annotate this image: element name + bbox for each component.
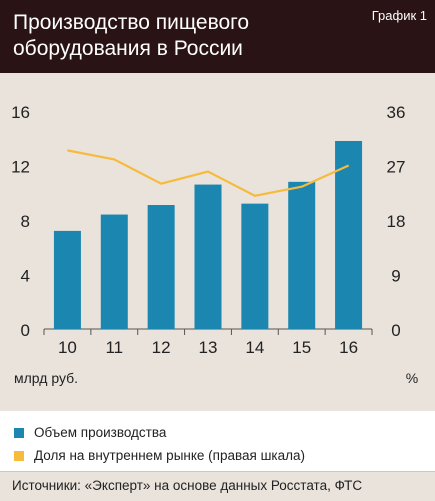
chart-title: Производство пищевого оборудования в Рос… <box>13 11 250 60</box>
x-tick-label: 14 <box>245 338 264 357</box>
right-axis-unit: % <box>406 370 418 386</box>
bar-15 <box>288 181 316 329</box>
figure-badge: График 1 <box>371 8 427 23</box>
legend: Объем производства Доля на внутреннем ры… <box>0 411 435 471</box>
right-tick-label: 36 <box>387 103 406 122</box>
left-tick-label: 12 <box>11 158 30 177</box>
legend-label: Объем производства <box>34 425 167 440</box>
left-tick-label: 4 <box>21 267 30 286</box>
bar-12 <box>147 205 175 329</box>
x-tick-label: 15 <box>292 338 311 357</box>
left-axis-unit: млрд руб. <box>14 370 78 386</box>
legend-swatch-bar <box>14 427 24 438</box>
bar-14 <box>241 203 269 329</box>
x-tick-label: 16 <box>339 338 358 357</box>
x-tick-label: 12 <box>152 338 171 357</box>
right-tick-label: 27 <box>387 158 406 177</box>
left-tick-label: 8 <box>21 212 30 231</box>
legend-swatch-line <box>14 450 24 461</box>
x-tick-label: 10 <box>58 338 77 357</box>
bar-10 <box>53 230 81 329</box>
legend-label: Доля на внутреннем рынке (правая шкала) <box>34 448 306 463</box>
series-line-share <box>67 149 350 197</box>
chart-canvas: млрд руб. % 0 4 8 12 16 0 9 18 27 36 10 11 12 13 14 15 1… <box>11 103 418 386</box>
right-tick-label: 18 <box>387 212 406 231</box>
bar-11 <box>100 214 128 329</box>
right-tick-label: 0 <box>391 321 400 340</box>
legend-item-share: Доля на внутреннем рынке (правая шкала) <box>14 448 305 463</box>
left-tick-label: 0 <box>21 321 30 340</box>
right-tick-label: 9 <box>391 267 400 286</box>
legend-item-production: Объем производства <box>14 425 166 440</box>
bar-16 <box>335 140 363 329</box>
source-text: Источники: «Эксперт» на основе данных Ро… <box>12 478 363 493</box>
x-tick-label: 11 <box>105 338 123 357</box>
source-note: Источники: «Эксперт» на основе данных Ро… <box>0 471 435 501</box>
x-tick-label: 13 <box>199 338 218 357</box>
header: Производство пищевого оборудования в Рос… <box>0 0 435 73</box>
bar-13 <box>194 184 222 329</box>
left-tick-label: 16 <box>11 103 30 122</box>
